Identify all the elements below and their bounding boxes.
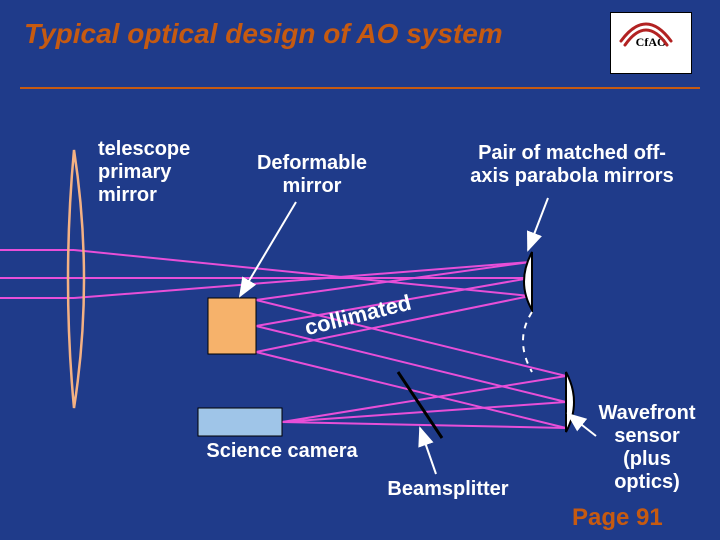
label-offaxis: Pair of matched off-axis parabola mirror… [452,142,692,188]
slide-title: Typical optical design of AO system [24,18,503,50]
slide-stage: Typical optical design of AO system CfAO… [0,0,720,540]
label-beamsplitter: Beamsplitter [368,478,528,501]
label-science: Science camera [182,440,382,463]
label-wfs: Wavefrontsensor(plusoptics) [582,402,712,494]
cfao-logo: CfAO [610,12,692,74]
label-telescope: telescopeprimarymirror [98,138,238,207]
label-deformable: Deformablemirror [232,152,392,198]
page-number: Page 91 [572,504,663,532]
